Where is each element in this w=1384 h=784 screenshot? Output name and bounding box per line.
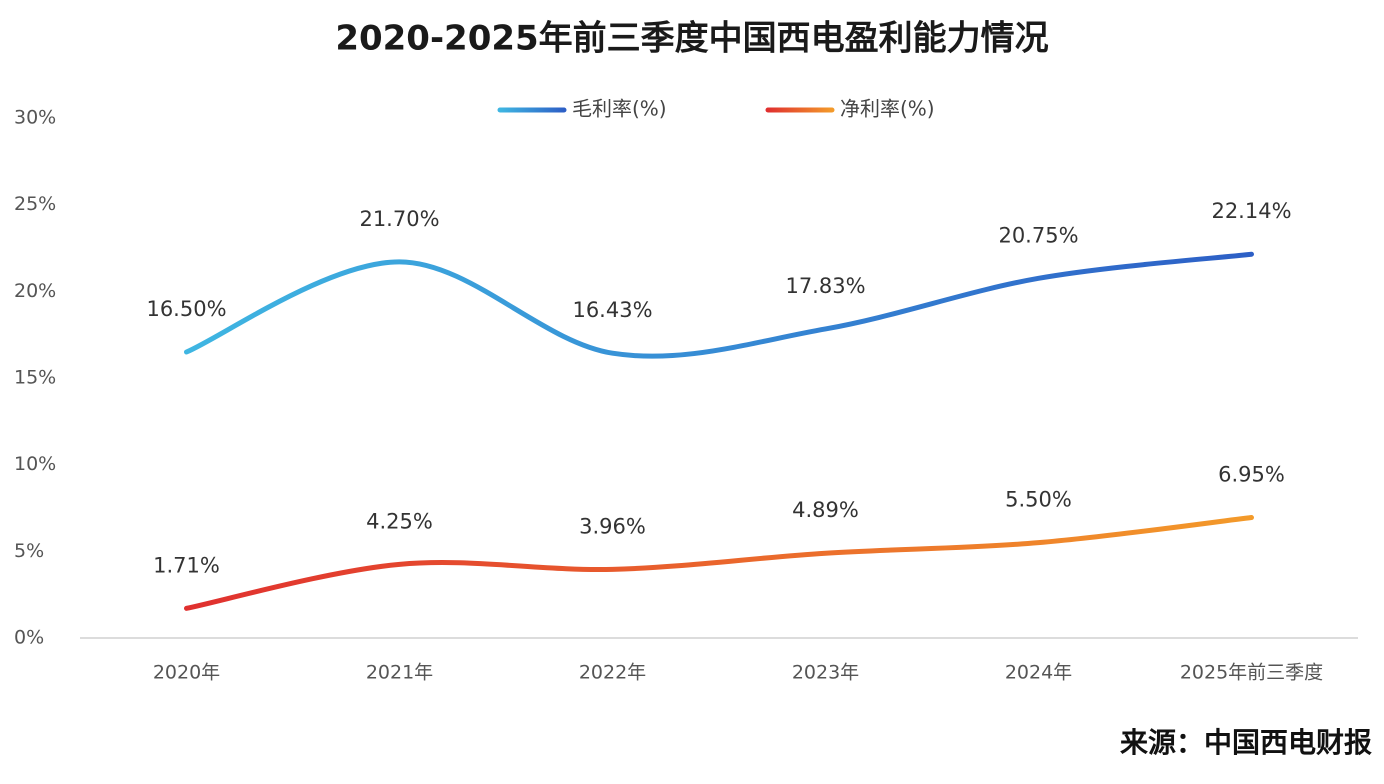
data-label: 4.89%	[792, 498, 859, 522]
data-label: 17.83%	[785, 274, 865, 298]
x-tick-label: 2025年前三季度	[1180, 662, 1323, 684]
legend: 毛利率(%) 净利率(%)	[497, 97, 935, 121]
y-tick-label: 10%	[14, 453, 56, 475]
data-label: 16.50%	[146, 297, 226, 321]
source-note: 来源：中国西电财报	[1120, 726, 1372, 759]
x-tick-label: 2020年	[153, 662, 220, 684]
x-tick-label: 2022年	[579, 662, 646, 684]
data-label: 20.75%	[998, 223, 1078, 247]
data-label: 21.70%	[359, 207, 439, 231]
data-label: 6.95%	[1218, 463, 1285, 487]
data-label: 3.96%	[579, 514, 646, 538]
x-tick-label: 2024年	[1005, 662, 1072, 684]
chart-title: 2020-2025年前三季度中国西电盈利能力情况	[335, 19, 1048, 59]
series-line	[184, 515, 1254, 611]
y-tick-label: 20%	[14, 280, 56, 302]
series-line	[184, 251, 1254, 359]
y-tick-label: 25%	[14, 193, 56, 215]
legend-label: 净利率(%)	[840, 97, 935, 121]
x-tick-label: 2023年	[792, 662, 859, 684]
y-tick-label: 15%	[14, 367, 56, 389]
data-label: 5.50%	[1005, 488, 1072, 512]
y-tick-label: 5%	[14, 540, 44, 562]
x-tick-label: 2021年	[366, 662, 433, 684]
data-label: 1.71%	[153, 553, 220, 577]
data-label: 4.25%	[366, 509, 433, 533]
data-label: 22.14%	[1211, 199, 1291, 223]
y-tick-label: 0%	[14, 627, 44, 649]
legend-label: 毛利率(%)	[572, 97, 667, 121]
data-label: 16.43%	[572, 298, 652, 322]
y-tick-label: 30%	[14, 107, 56, 129]
